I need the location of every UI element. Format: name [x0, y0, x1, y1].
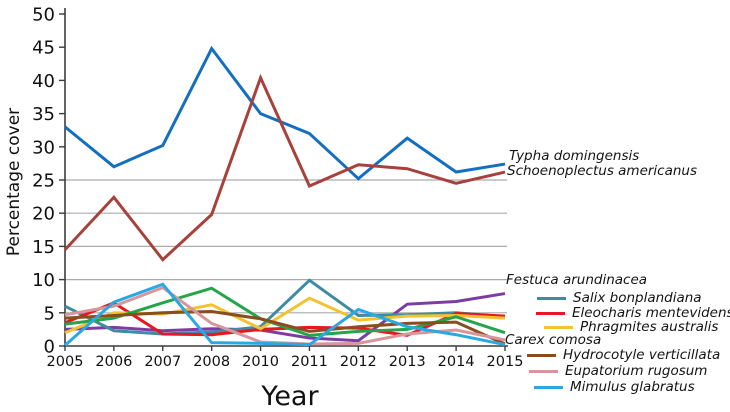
x-axis-title: Year	[261, 381, 319, 412]
y-tick-label: 35	[32, 104, 55, 125]
y-tick-label: 25	[32, 171, 55, 192]
legend-item-salix-bonplandiana: Salix bonplandiana	[537, 291, 702, 306]
x-tick-label: 2013	[389, 354, 426, 370]
y-tick-label: 10	[32, 270, 55, 291]
y-tick-label: 30	[32, 137, 55, 158]
legend-swatch	[536, 311, 565, 316]
series-line-festuca-arundinacea	[64, 292, 506, 343]
legend-label: Phragmites australis	[580, 319, 719, 335]
legend-item-mimulus-glabratus: Mimulus glabratus	[534, 380, 695, 395]
legend-label: Eleocharis mentevidensis	[572, 305, 730, 321]
legend-swatch	[527, 353, 556, 358]
x-tick-label: 2006	[95, 354, 132, 370]
series-line-schoenoplectus-americanus	[63, 73, 506, 262]
x-tick-label: 2012	[340, 354, 377, 370]
legend-swatch	[529, 369, 558, 374]
x-tick-label: 2011	[291, 354, 328, 370]
legend-label: Schoenoplectus americanus	[507, 163, 698, 179]
x-tick-label: 2008	[193, 354, 230, 370]
series-line-hydrocotyle-verticillata	[64, 309, 506, 346]
y-tick-label: 50	[32, 5, 55, 26]
legend-item-typha-domingensis: Typha domingensis	[509, 149, 639, 164]
legend-item-phragmites-australis: Phragmites australis	[544, 320, 718, 335]
x-tick-label: 2010	[242, 354, 279, 370]
legend-label: Typha domingensis	[509, 148, 640, 164]
x-tick-label: 2015	[487, 354, 524, 370]
legend-item-carex-comosa: Carex comosa	[505, 333, 601, 348]
y-tick-label: 45	[32, 38, 55, 59]
legend-item-eupatorium-rugosum: Eupatorium rugosum	[529, 364, 707, 379]
legend-item-eleocharis-mentevidensis: Eleocharis mentevidensis	[536, 306, 730, 321]
y-axis-title: Percentage cover	[4, 107, 24, 257]
legend-swatch	[544, 325, 573, 330]
legend-item-hydrocotyle-verticillata: Hydrocotyle verticillata	[527, 348, 720, 363]
x-tick-label: 2007	[144, 354, 181, 370]
x-tick-label: 2014	[438, 354, 475, 370]
series-line-mimulus-glabratus	[64, 282, 506, 347]
legend-label: Festuca arundinacea	[506, 272, 648, 288]
legend-item-schoenoplectus-americanus: Schoenoplectus americanus	[507, 164, 697, 179]
y-tick-label: 5	[44, 303, 55, 324]
legend-swatch	[534, 385, 563, 390]
y-tick-label: 15	[32, 237, 55, 258]
series-line-salix-bonplandiana	[64, 278, 506, 336]
y-tick-label: 20	[32, 204, 55, 225]
legend-swatch	[537, 296, 566, 301]
legend-label: Mimulus glabratus	[570, 379, 695, 395]
series-line-typha-domingensis	[64, 45, 506, 181]
legend-item-festuca-arundinacea: Festuca arundinacea	[506, 273, 647, 288]
legend-label: Carex comosa	[505, 332, 602, 348]
y-tick-label: 0	[44, 337, 55, 358]
legend-label: Hydrocotyle verticillata	[563, 347, 721, 363]
legend-label: Eupatorium rugosum	[565, 363, 708, 379]
x-tick-label: 2005	[47, 354, 84, 370]
y-tick-label: 40	[32, 71, 55, 92]
legend-label: Salix bonplandiana	[573, 290, 702, 306]
